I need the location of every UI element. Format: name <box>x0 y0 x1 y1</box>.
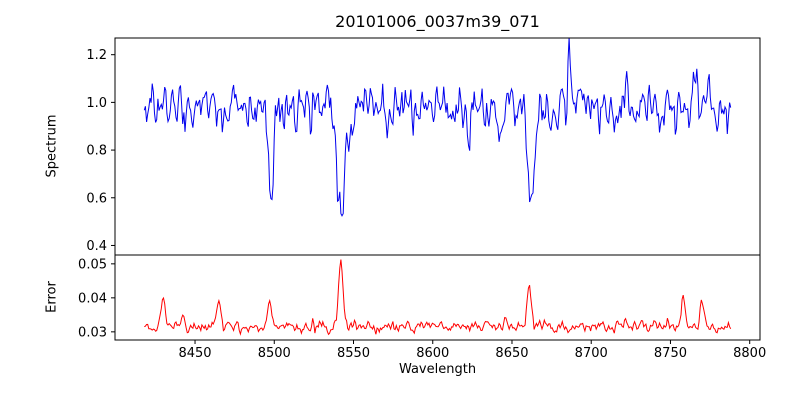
x-tick-label: 8700 <box>575 346 608 361</box>
y-tick-label: 0.05 <box>78 257 107 272</box>
x-tick-label: 8450 <box>178 346 211 361</box>
x-tick-label: 8750 <box>654 346 687 361</box>
spectrum-panel-border <box>114 37 761 256</box>
y-tick-label: 0.4 <box>86 239 107 254</box>
x-tick-label: 8550 <box>337 346 370 361</box>
y-tick-label: 0.8 <box>86 144 107 159</box>
error-panel-border <box>114 254 761 341</box>
y-tick-label: 0.6 <box>86 191 107 206</box>
y-tick-label: 0.04 <box>78 291 107 306</box>
spectrum-line <box>143 38 732 217</box>
y-tick-label: 1.0 <box>86 96 107 111</box>
x-tick-label: 8500 <box>258 346 291 361</box>
y-tick-label: 1.2 <box>86 48 107 63</box>
error-line <box>144 259 732 336</box>
x-tick-label: 8650 <box>495 346 528 361</box>
x-axis-label: Wavelength <box>398 362 477 377</box>
plot-title: 20101006_0037m39_071 <box>335 12 540 31</box>
x-tick-label: 8600 <box>416 346 449 361</box>
y-tick-label: 0.03 <box>78 325 107 340</box>
x-tick-label: 8800 <box>733 346 766 361</box>
